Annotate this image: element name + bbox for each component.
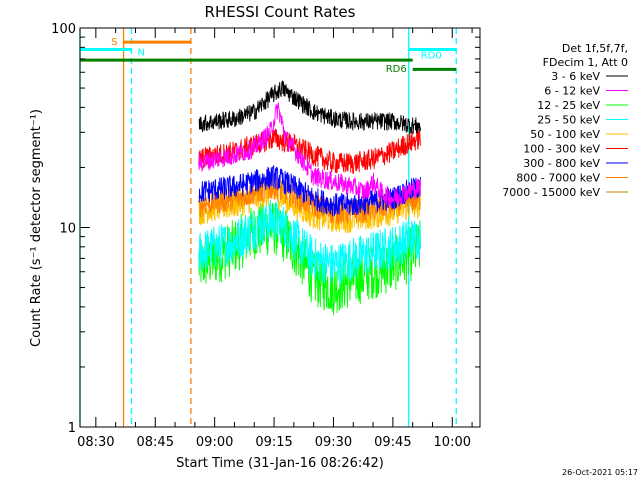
y-axis-label: Count Rate (s⁻¹ detector segment⁻¹): [29, 109, 44, 347]
x-tick-label: 10:00: [434, 435, 471, 450]
footer-timestamp: 26-Oct-2021 05:17: [562, 468, 638, 477]
axes: 1 10 100 08:30 08:45 09:00 09:15 09:30 09:45 10:0…: [51, 22, 480, 450]
legend-entry-3-6-kev: 3 - 6 keV: [551, 70, 600, 83]
x-tick-label: 08:45: [137, 435, 174, 450]
x-tick-label: 09:15: [255, 435, 292, 450]
legend-header-line: FDecim 1, Att 0: [543, 56, 628, 69]
x-tick-label: 08:30: [77, 435, 114, 450]
legend-entry-6-12-kev: 6 - 12 keV: [544, 85, 600, 98]
y-tick-label: 10: [59, 222, 76, 237]
legend-entry-800-7000-kev: 800 - 7000 keV: [516, 172, 600, 185]
annotation-label-n: N: [137, 48, 144, 59]
annotation-label-rd6: RD6: [386, 64, 407, 75]
series-800-7000-kev: [198, 173, 421, 225]
series-300-800-kev: [198, 165, 421, 217]
y-tick-label: 1: [68, 421, 76, 436]
series-100-300-kev: [198, 128, 421, 174]
annotation-label-s: S: [111, 37, 117, 48]
legend-entry-7000-15000-kev: 7000 - 15000 keV: [502, 186, 600, 199]
chart-title: RHESSI Count Rates: [205, 3, 356, 21]
y-tick-label: 100: [51, 22, 76, 37]
legend-entry-12-25-kev: 12 - 25 keV: [537, 99, 600, 112]
x-tick-label: 09:30: [315, 435, 352, 450]
legend-header-line: Det 1f,5f,7f,: [562, 42, 628, 55]
x-tick-label: 09:00: [196, 435, 233, 450]
legend-entry-300-800-kev: 300 - 800 keV: [523, 157, 600, 170]
x-axis-label: Start Time (31-Jan-16 08:26:42): [176, 456, 384, 471]
legend: Det 1f,5f,7f,FDecim 1, Att 03 - 6 keV 6 -…: [502, 42, 628, 199]
annotation-label-rd0: RD0: [421, 51, 442, 62]
series-3-6-kev: [198, 80, 421, 135]
x-tick-label: 09:45: [374, 435, 411, 450]
series-25-50-kev: [198, 199, 421, 285]
legend-entry-50-100-kev: 50 - 100 keV: [530, 128, 600, 141]
series-6-12-kev: [198, 102, 421, 209]
legend-entry-25-50-kev: 25 - 50 keV: [537, 114, 600, 127]
legend-entry-100-300-kev: 100 - 300 keV: [523, 143, 600, 156]
plot-area: S N RD6 RD0: [79, 28, 457, 427]
